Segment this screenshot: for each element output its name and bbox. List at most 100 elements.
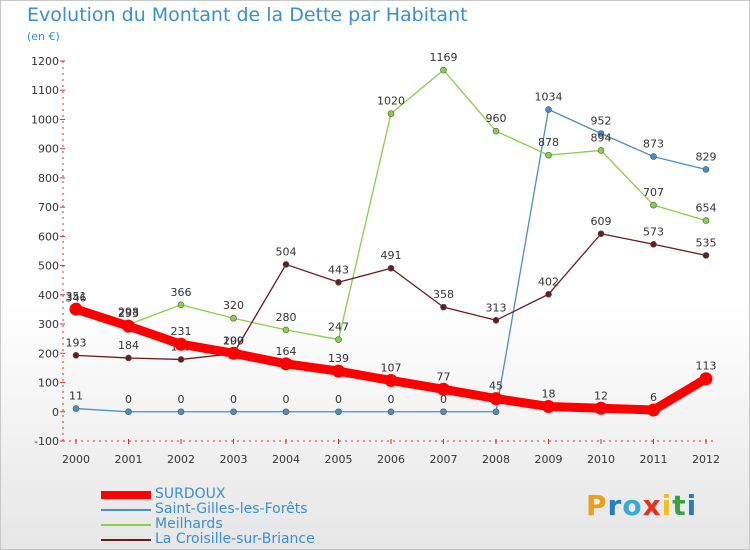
data-label: 184 <box>118 339 139 352</box>
data-point <box>279 357 293 371</box>
data-label: 320 <box>223 299 244 312</box>
data-point <box>177 356 185 363</box>
data-point <box>177 408 185 416</box>
data-label: 193 <box>66 336 87 349</box>
data-label: 0 <box>178 393 185 406</box>
data-point <box>335 336 342 343</box>
data-point <box>387 408 395 416</box>
data-label: 609 <box>591 215 612 228</box>
data-point <box>72 352 80 359</box>
data-label: 0 <box>125 393 132 406</box>
data-point <box>387 110 395 117</box>
data-label: 1169 <box>430 51 458 64</box>
legend-label: La Croisille-sur-Briance <box>155 531 315 547</box>
data-point <box>702 252 710 259</box>
y-tick-label: 100 <box>38 377 59 390</box>
data-point <box>650 201 657 209</box>
data-point <box>650 240 657 248</box>
data-point <box>594 401 608 415</box>
y-tick-label: 200 <box>38 347 59 360</box>
data-point <box>332 364 345 378</box>
data-label: 535 <box>696 236 717 249</box>
x-tick-label: 2001 <box>115 453 143 466</box>
data-label: 707 <box>643 186 664 199</box>
data-point <box>647 403 660 417</box>
legend-label: SURDOUX <box>155 486 226 502</box>
data-label: 829 <box>696 150 717 163</box>
data-point <box>230 408 237 416</box>
series-surdoux: 351 293 231 200 164 139 107 77 45 18 12 6 113 <box>66 290 717 417</box>
logo-letter: t <box>672 489 687 522</box>
data-point <box>72 405 80 412</box>
data-point <box>177 301 185 309</box>
data-point <box>437 382 450 396</box>
data-point <box>492 408 500 416</box>
data-label: 77 <box>437 370 451 383</box>
y-tick-label: 800 <box>38 172 59 185</box>
data-label: 351 <box>66 290 87 303</box>
data-label: 0 <box>388 393 395 406</box>
data-point <box>384 373 398 387</box>
data-label: 280 <box>276 311 297 324</box>
data-point <box>174 337 188 351</box>
data-point <box>282 408 290 416</box>
data-label: 6 <box>650 391 657 404</box>
y-tick-label: 600 <box>38 230 59 243</box>
data-point <box>230 314 237 322</box>
logo-letter: x <box>642 489 662 522</box>
data-label: 0 <box>335 393 342 406</box>
legend-swatch <box>101 509 151 511</box>
y-tick-label: 400 <box>38 289 59 302</box>
logo-letter: r <box>607 489 623 522</box>
logo-letter: o <box>622 489 643 522</box>
data-label: 113 <box>696 360 717 373</box>
data-point <box>489 392 503 406</box>
data-label: 952 <box>591 114 612 127</box>
data-point <box>335 408 342 416</box>
logo-letter: i <box>661 489 673 522</box>
data-label: 45 <box>489 380 503 393</box>
data-label: 199 <box>223 335 244 348</box>
data-point <box>650 153 657 160</box>
axes: -100010020030040050060070080090010001100… <box>31 55 720 466</box>
chart-unit: (en €) <box>27 30 60 43</box>
data-label: 164 <box>276 345 297 358</box>
legend-swatch <box>101 539 151 541</box>
data-label: 873 <box>643 138 664 151</box>
x-tick-label: 2004 <box>272 453 300 466</box>
data-point <box>227 346 240 360</box>
data-label: 200 <box>223 334 244 347</box>
data-point <box>597 130 605 137</box>
data-label: 894 <box>591 131 612 144</box>
logo-letter: i <box>686 489 698 522</box>
x-tick-label: 2006 <box>377 453 405 466</box>
x-tick-label: 2007 <box>430 453 458 466</box>
data-label: 960 <box>486 112 507 125</box>
y-tick-label: 500 <box>38 260 59 273</box>
x-tick-label: 2000 <box>62 453 90 466</box>
legend-label: Saint-Gilles-les-Forêts <box>155 501 308 517</box>
data-label: 358 <box>433 288 454 301</box>
data-point <box>542 400 555 414</box>
x-tick-label: 2009 <box>535 453 563 466</box>
data-label: 107 <box>381 361 402 374</box>
data-label: 0 <box>230 393 237 406</box>
y-tick-label: -100 <box>34 435 59 448</box>
y-tick-label: 0 <box>52 406 59 419</box>
x-tick-label: 2002 <box>167 453 195 466</box>
series-meilhards: 346 298 366 320 280 247 1020 1169 960 878 894 707 65… <box>66 51 717 343</box>
data-point <box>492 316 500 324</box>
data-label: 654 <box>696 202 717 215</box>
y-tick-label: 1100 <box>31 84 59 97</box>
y-tick-label: 700 <box>38 201 59 214</box>
legend-label: Meilhards <box>155 516 223 532</box>
legend-swatch <box>101 491 151 499</box>
y-tick-label: 900 <box>38 143 59 156</box>
chart-title: Evolution du Montant de la Dette par Hab… <box>27 4 468 26</box>
data-label: 573 <box>643 225 664 238</box>
data-point <box>335 278 342 286</box>
data-point <box>440 66 447 74</box>
data-label: 491 <box>381 249 402 262</box>
